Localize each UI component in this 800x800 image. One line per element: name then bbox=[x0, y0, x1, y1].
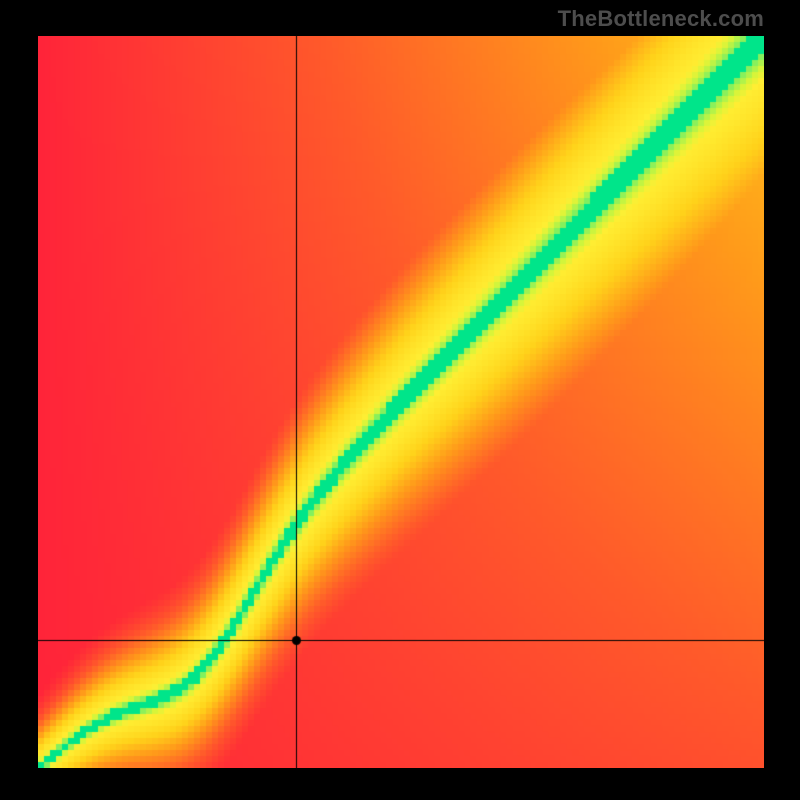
figure-root: TheBottleneck.com bbox=[0, 0, 800, 800]
heatmap-plot bbox=[38, 36, 764, 768]
watermark-text: TheBottleneck.com bbox=[558, 6, 764, 32]
